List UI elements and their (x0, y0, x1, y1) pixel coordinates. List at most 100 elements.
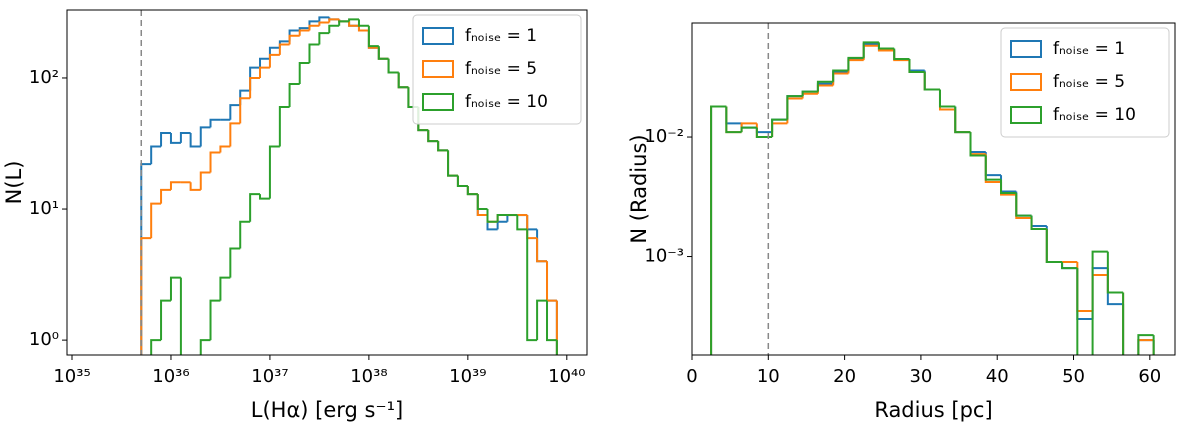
hist-step (179, 132, 191, 143)
hist-step (908, 58, 925, 74)
legend-label: fₙₒᵢₛₑ = 1 (1053, 39, 1125, 59)
y-tick-label: 10¹ (29, 198, 59, 219)
x-tick-label: 10³⁸ (350, 366, 387, 387)
plot-area (140, 16, 558, 355)
hist-step (954, 106, 971, 134)
hist-step (377, 46, 389, 60)
hist-step (169, 181, 181, 190)
hist-step (199, 339, 211, 355)
hist-step (832, 69, 849, 82)
hist-step (1030, 215, 1047, 228)
hist-step (536, 229, 548, 263)
hist-step (516, 215, 528, 231)
hist-step (229, 247, 241, 278)
hist-step (249, 76, 261, 99)
hist-step (447, 150, 458, 177)
hist-step (710, 105, 727, 355)
hist-step (447, 150, 458, 177)
hist-step (367, 25, 379, 48)
hist-step (546, 261, 557, 302)
hist-step (249, 193, 261, 222)
hist-step (816, 84, 834, 94)
x-tick-label: 0 (686, 366, 697, 387)
hist-step (546, 300, 557, 342)
hist-step (278, 106, 290, 147)
hist-step (923, 70, 940, 91)
x-tick-label: 50 (1062, 366, 1085, 387)
hist-step (397, 72, 409, 89)
hist-step (710, 105, 727, 355)
hist-step (1015, 194, 1032, 220)
hist-step (710, 105, 727, 355)
axes-frame (66, 9, 588, 356)
hist-step (456, 175, 468, 187)
hist-step (984, 154, 1002, 184)
legend-label: fₙₒᵢₛₑ = 5 (1053, 72, 1125, 92)
hist-step (725, 106, 742, 125)
hist-step (526, 215, 538, 231)
hist-step (755, 127, 773, 134)
hist-step (801, 90, 818, 97)
hist-step (938, 89, 956, 108)
hist-step (427, 130, 439, 143)
hist-step (740, 126, 757, 133)
x-tick-label: 10⁴⁰ (548, 366, 585, 387)
axes-frame (691, 22, 1176, 356)
hist-step (456, 175, 468, 187)
hist-step (189, 182, 201, 191)
hist-step (1076, 268, 1079, 355)
hist-step (1045, 229, 1063, 264)
hist-step (476, 194, 488, 217)
hist-step (437, 141, 449, 152)
y-tick-label: 10² (29, 67, 59, 88)
hist-step (160, 132, 171, 147)
x-tick-label: 10³⁷ (251, 366, 288, 387)
legend-swatch (1010, 40, 1042, 58)
hist-step (249, 66, 261, 91)
hist-step (140, 163, 152, 355)
hist-step (259, 66, 270, 78)
hist-step (466, 185, 478, 196)
hist-step (725, 106, 742, 134)
hist-step (816, 80, 834, 92)
legend-label: fₙₒᵢₛₑ = 5 (465, 59, 537, 79)
hist-step (199, 126, 211, 147)
hist-step (893, 48, 910, 60)
hist-step (486, 215, 498, 223)
hist-step (1015, 191, 1032, 217)
hist-step (447, 150, 458, 177)
hist-step (239, 220, 251, 249)
hist-step (229, 104, 241, 120)
hist-step (427, 130, 439, 143)
hist-step (1015, 193, 1032, 217)
y-tick-label: 10⁰ (29, 329, 59, 350)
hist-step (377, 47, 389, 60)
x-tick-label: 60 (1138, 366, 1161, 387)
hist-step (357, 19, 369, 27)
x-tick-label: 10³⁵ (53, 366, 90, 387)
hist-step (1000, 179, 1017, 195)
hist-step (160, 188, 171, 204)
hist-step (298, 29, 310, 36)
hist-step (526, 229, 538, 342)
hist-step (546, 261, 557, 302)
hist-step (169, 276, 181, 301)
hist-step (387, 58, 399, 74)
hist-step (877, 42, 895, 50)
hist-step (862, 41, 879, 58)
legend-label: fₙₒᵢₛₑ = 10 (1053, 105, 1136, 125)
hist-step (150, 145, 162, 165)
hist-step (536, 238, 548, 263)
hist-step (308, 24, 320, 31)
hist-step (259, 194, 270, 200)
hist-step (526, 215, 538, 240)
hist-step (397, 72, 409, 89)
hist-step (1106, 251, 1124, 294)
hist-step (1091, 274, 1108, 312)
hist-step (969, 132, 986, 157)
hist-step (387, 58, 399, 74)
hist-step (1061, 262, 1078, 270)
legend-swatch (1010, 106, 1042, 124)
legend-swatch (422, 27, 454, 45)
